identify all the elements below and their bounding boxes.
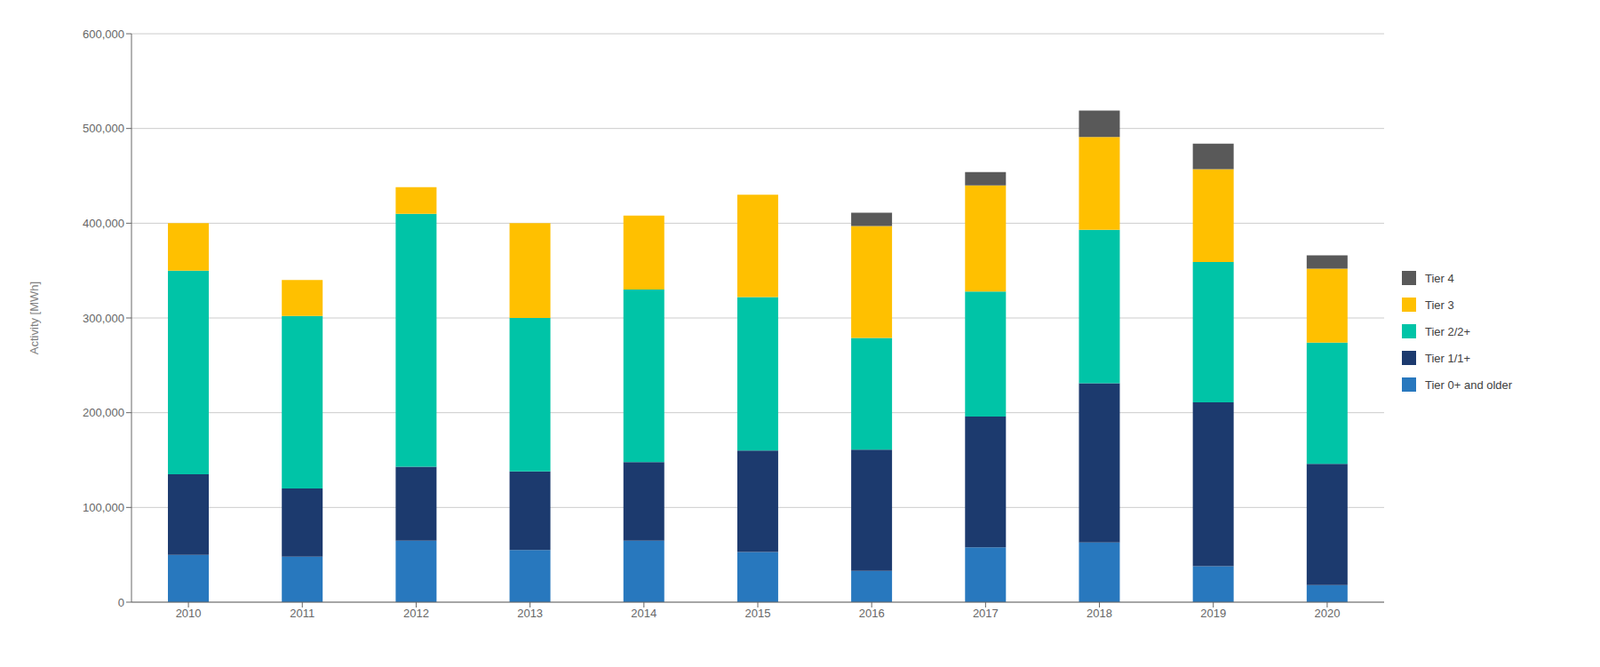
html-text:Tier 4: Tier 4 [1424,271,1455,285]
svg-text:600,000: 600,000 [82,27,125,41]
html-text:Tier 0+ and older: Tier 0+ and older [1424,378,1513,392]
svg-text:2011: 2011 [289,606,315,621]
html-text:Tier 2/2+: Tier 2/2+ [1424,324,1471,339]
svg-text:2020: 2020 [1313,606,1340,621]
svg-text:500,000: 500,000 [82,121,125,136]
svg-text:2012: 2012 [403,606,430,621]
svg-text:2017: 2017 [972,606,999,621]
svg-text:2010: 2010 [175,606,202,621]
svg-text:200,000: 200,000 [82,405,125,420]
svg-text:0: 0 [118,596,125,610]
html-text:Tier 1/1+: Tier 1/1+ [1424,351,1471,365]
svg-text:2015: 2015 [745,606,772,621]
svg-text:2018: 2018 [1086,606,1113,621]
svg-text:Activity [MWh]: Activity [MWh] [27,281,41,355]
svg-text:400,000: 400,000 [82,216,125,231]
svg-text:2014: 2014 [630,606,657,621]
html-text:Tier 3: Tier 3 [1424,298,1455,312]
svg-text:2016: 2016 [859,606,885,621]
svg-text:100,000: 100,000 [82,501,125,515]
svg-text:300,000: 300,000 [82,311,125,326]
svg-text:2013: 2013 [517,606,543,621]
svg-text:2019: 2019 [1200,606,1226,621]
